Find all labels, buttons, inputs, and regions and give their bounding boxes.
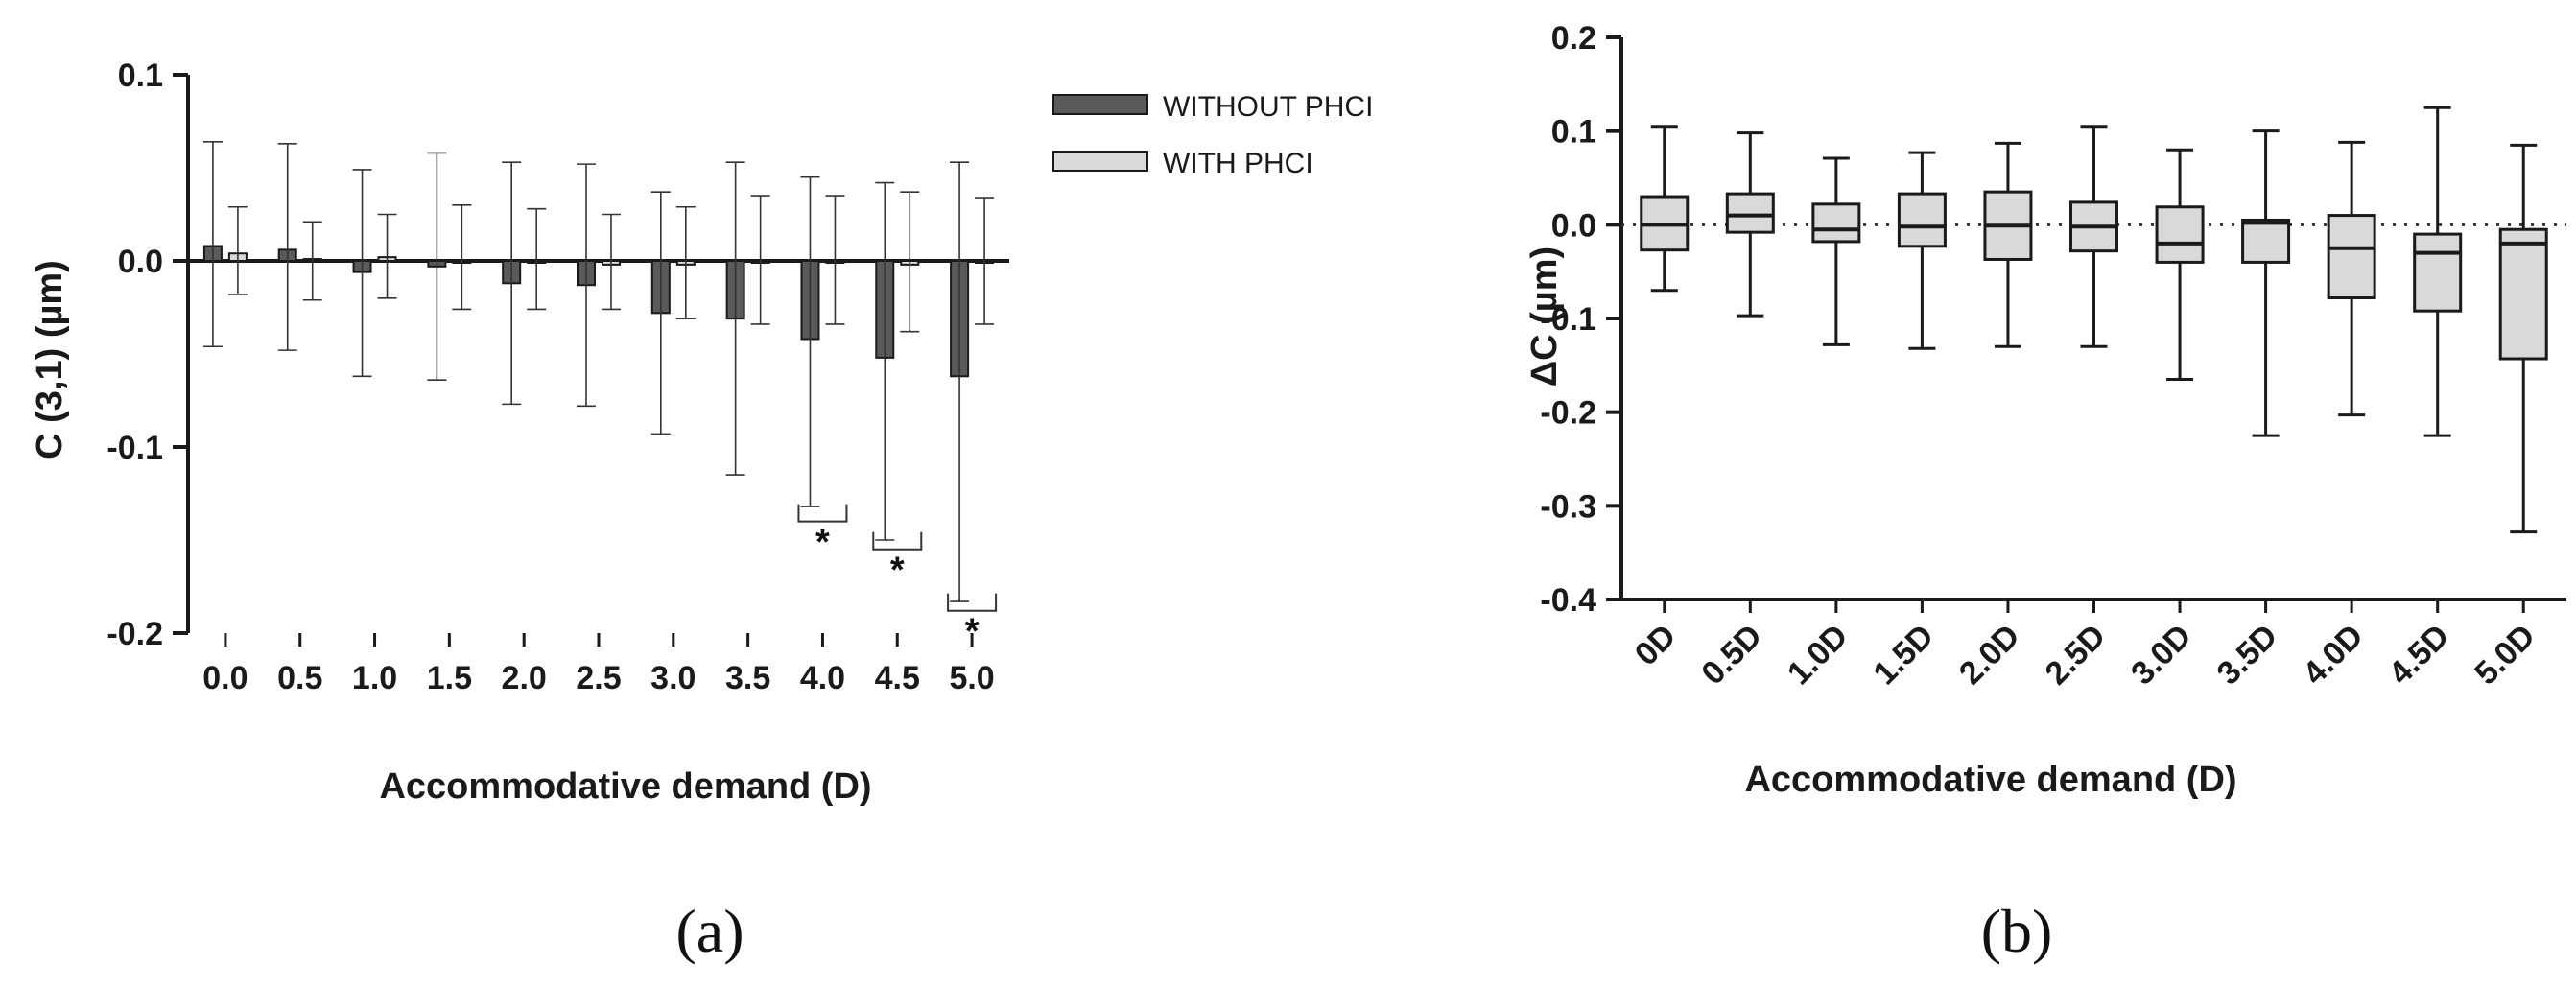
x-tick-label: 2.5D: [2038, 618, 2113, 693]
significance-bracket: [947, 593, 998, 612]
y-tick-label: -0.3: [1540, 488, 1596, 525]
x-tick-label: 3.0D: [2124, 618, 2199, 693]
box: [2413, 232, 2463, 313]
chart-b-box: 0.20.10.0-0.1-0.2-0.3-0.40D 0.5D 1.0D 1.5D 2…: [1540, 20, 2566, 692]
box: [2327, 214, 2376, 300]
y-tick-label: -0.4: [1540, 582, 1596, 619]
x-tick-label: 4.5D: [2382, 618, 2457, 693]
y-tick-label: 0.1: [118, 58, 163, 94]
y-tick-label: 0.1: [1551, 114, 1596, 151]
x-tick-label: 4.0D: [2296, 618, 2371, 693]
x-tick-label: 4.0: [800, 660, 845, 696]
x-tick-label: 1.0: [352, 660, 397, 696]
legend-label-without: WITHOUT PHCI: [1163, 91, 1373, 123]
panel-label-a: (a): [675, 897, 744, 965]
x-tick-label: 0.5D: [1694, 618, 1769, 693]
y-tick-label: -0.1: [106, 430, 163, 466]
x-tick-label: 5.0: [949, 660, 994, 696]
x-tick-label: 5.0D: [2468, 618, 2542, 693]
y-tick-label: -0.2: [106, 616, 163, 652]
significance-star: *: [815, 523, 830, 563]
legend-swatch-with: [1052, 151, 1148, 172]
significance-star: *: [890, 551, 905, 591]
x-tick-label: 0D: [1628, 618, 1684, 673]
x-tick-label: 3.5: [725, 660, 770, 696]
chart-a-bar: 0.1 0.0 -0.1 -0.2 0.0 0.5 1.0 1.5 2.0 2.5 3.0 3.5 4.…: [106, 58, 1009, 696]
legend-swatch-without: [1052, 94, 1148, 115]
x-tick-label: 3.5D: [2210, 618, 2285, 693]
x-tick-label: 3.0: [650, 660, 696, 696]
panel-label-b: (b): [1981, 897, 2053, 965]
y-tick-label: 0.0: [1551, 207, 1596, 244]
significance-star: *: [965, 612, 980, 652]
x-tick-label: 4.5: [875, 660, 920, 696]
box: [2498, 227, 2548, 361]
y-tick-label: -0.2: [1540, 395, 1596, 432]
x-tick-label: 2.0: [502, 660, 547, 696]
box: [2241, 218, 2291, 264]
y-tick-label: -0.1: [1540, 301, 1596, 338]
legend: WITHOUT PHCI WITH PHCI: [1052, 91, 1373, 179]
y-tick-label: 0.0: [118, 244, 163, 280]
chart-b-ylabel: ΔC (µm): [1524, 247, 1565, 387]
chart-a-xlabel: Accommodative demand (D): [379, 766, 871, 807]
x-tick-label: 2.0D: [1952, 618, 2027, 693]
box: [1811, 202, 1861, 244]
x-tick-label: 1.5D: [1866, 618, 1941, 693]
box: [1897, 192, 1947, 248]
chart-b-xlabel: Accommodative demand (D): [1744, 760, 2236, 800]
box: [1725, 192, 1775, 234]
x-tick-label: 0.5: [277, 660, 322, 696]
y-tick-label: 0.2: [1551, 20, 1596, 57]
x-tick-label: 0.0: [202, 660, 248, 696]
significance-bracket: [872, 531, 923, 551]
chart-a-ylabel: C (3,1) (µm): [30, 260, 70, 459]
x-tick-label: 1.0D: [1781, 618, 1855, 693]
x-tick-label: 2.5: [576, 660, 621, 696]
legend-label-with: WITH PHCI: [1163, 148, 1313, 179]
box: [2155, 205, 2205, 264]
significance-bracket: [797, 504, 848, 523]
x-tick-label: 1.5: [427, 660, 472, 696]
